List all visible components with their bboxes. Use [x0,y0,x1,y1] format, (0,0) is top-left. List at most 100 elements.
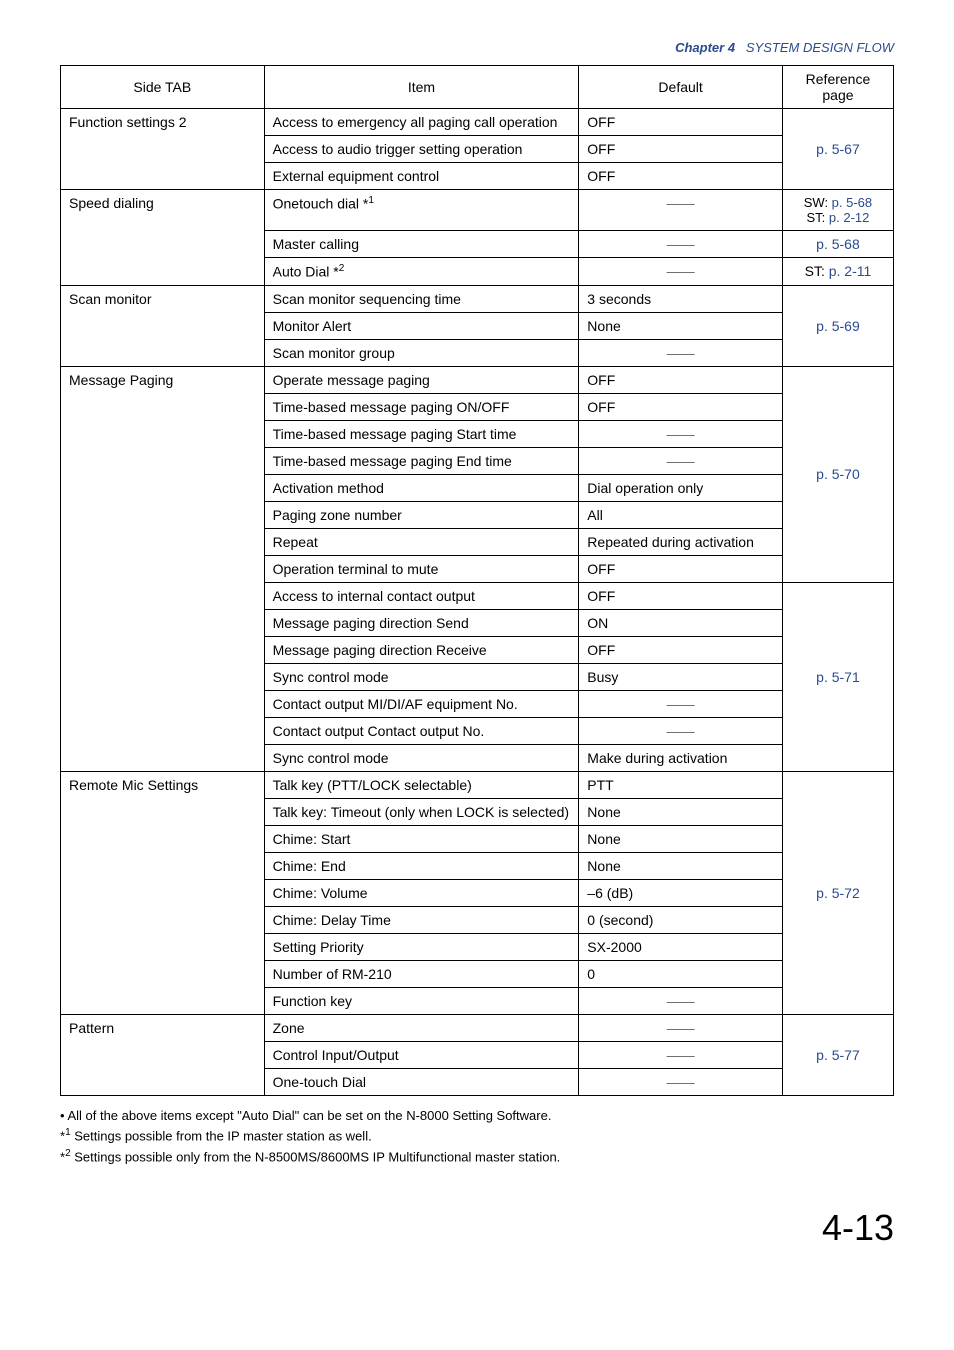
cell-item: Operation terminal to mute [264,555,579,582]
page-number: 4-13 [60,1207,894,1249]
table-row: Message PagingOperate message pagingOFFp… [61,366,894,393]
cell-item: Access to audio trigger setting operatio… [264,136,579,163]
cell-item: Time-based message paging End time [264,447,579,474]
cell-item: One-touch Dial [264,1068,579,1095]
cell-reference: p. 5-67 [782,109,893,190]
cell-item: Paging zone number [264,501,579,528]
header-default: Default [579,66,783,109]
cell-item: Message paging direction Receive [264,636,579,663]
table-header-row: Side TAB Item Default Reference page [61,66,894,109]
cell-item: Scan monitor sequencing time [264,285,579,312]
cell-reference: p. 5-68 [782,231,893,258]
cell-default: OFF [579,163,783,190]
cell-default: Busy [579,663,783,690]
cell-side-tab: Scan monitor [61,285,265,366]
cell-item: Activation method [264,474,579,501]
cell-item: Repeat [264,528,579,555]
cell-side-tab: Pattern [61,1014,265,1095]
footnote-3: *2 Settings possible only from the N-850… [60,1146,894,1167]
cell-default: —— [579,420,783,447]
cell-item: Setting Priority [264,933,579,960]
cell-default: —— [579,231,783,258]
cell-item: Talk key (PTT/LOCK selectable) [264,771,579,798]
cell-default: SX-2000 [579,933,783,960]
cell-item: Control Input/Output [264,1041,579,1068]
cell-default: None [579,825,783,852]
cell-side-tab: Function settings 2 [61,109,265,190]
cell-default: —— [579,339,783,366]
cell-default: —— [579,190,783,231]
cell-default: None [579,798,783,825]
cell-default: —— [579,987,783,1014]
cell-item: Scan monitor group [264,339,579,366]
cell-item: Sync control mode [264,663,579,690]
cell-default: ON [579,609,783,636]
table-row: Function settings 2Access to emergency a… [61,109,894,136]
cell-item: Chime: Start [264,825,579,852]
cell-default: Repeated during activation [579,528,783,555]
cell-item: Function key [264,987,579,1014]
cell-item: Chime: Delay Time [264,906,579,933]
header-item: Item [264,66,579,109]
chapter-title: SYSTEM DESIGN FLOW [739,40,894,55]
cell-default: —— [579,717,783,744]
cell-reference: p. 5-69 [782,285,893,366]
cell-default: —— [579,1041,783,1068]
cell-item: Auto Dial *2 [264,258,579,286]
cell-item: Access to internal contact output [264,582,579,609]
cell-default: —— [579,1014,783,1041]
cell-side-tab: Speed dialing [61,190,265,286]
cell-default: OFF [579,555,783,582]
cell-side-tab: Remote Mic Settings [61,771,265,1014]
cell-item: Zone [264,1014,579,1041]
cell-reference: p. 5-77 [782,1014,893,1095]
cell-reference: p. 5-70 [782,366,893,582]
cell-item: Time-based message paging ON/OFF [264,393,579,420]
cell-default: OFF [579,109,783,136]
cell-reference: p. 5-71 [782,582,893,771]
table-row: Speed dialingOnetouch dial *1——SW: p. 5-… [61,190,894,231]
cell-item: Monitor Alert [264,312,579,339]
cell-item: External equipment control [264,163,579,190]
cell-reference: ST: p. 2-11 [782,258,893,286]
cell-item: Number of RM-210 [264,960,579,987]
cell-item: Contact output MI/DI/AF equipment No. [264,690,579,717]
cell-default: —— [579,690,783,717]
chapter-label: Chapter 4 [675,40,735,55]
footnotes: • All of the above items except "Auto Di… [60,1106,894,1167]
cell-default: –6 (dB) [579,879,783,906]
cell-item: Chime: End [264,852,579,879]
cell-default: —— [579,258,783,286]
table-row: PatternZone——p. 5-77 [61,1014,894,1041]
cell-default: —— [579,1068,783,1095]
cell-item: Talk key: Timeout (only when LOCK is sel… [264,798,579,825]
cell-default: OFF [579,582,783,609]
table-row: Remote Mic SettingsTalk key (PTT/LOCK se… [61,771,894,798]
cell-item: Operate message paging [264,366,579,393]
cell-item: Time-based message paging Start time [264,420,579,447]
cell-default: 0 (second) [579,906,783,933]
cell-default: —— [579,447,783,474]
cell-default: OFF [579,366,783,393]
header-side-tab: Side TAB [61,66,265,109]
cell-default: Make during activation [579,744,783,771]
cell-reference: p. 5-72 [782,771,893,1014]
table-row: Scan monitorScan monitor sequencing time… [61,285,894,312]
cell-item: Master calling [264,231,579,258]
chapter-header: Chapter 4 SYSTEM DESIGN FLOW [60,40,894,55]
cell-default: 3 seconds [579,285,783,312]
cell-item: Access to emergency all paging call oper… [264,109,579,136]
cell-side-tab: Message Paging [61,366,265,771]
cell-item: Onetouch dial *1 [264,190,579,231]
cell-item: Message paging direction Send [264,609,579,636]
cell-default: OFF [579,136,783,163]
cell-default: None [579,312,783,339]
header-reference: Reference page [782,66,893,109]
footnote-1: • All of the above items except "Auto Di… [60,1106,894,1126]
settings-table: Side TAB Item Default Reference page Fun… [60,65,894,1096]
cell-default: None [579,852,783,879]
cell-default: Dial operation only [579,474,783,501]
footnote-2: *1 Settings possible from the IP master … [60,1125,894,1146]
cell-reference: SW: p. 5-68ST: p. 2-12 [782,190,893,231]
cell-item: Sync control mode [264,744,579,771]
